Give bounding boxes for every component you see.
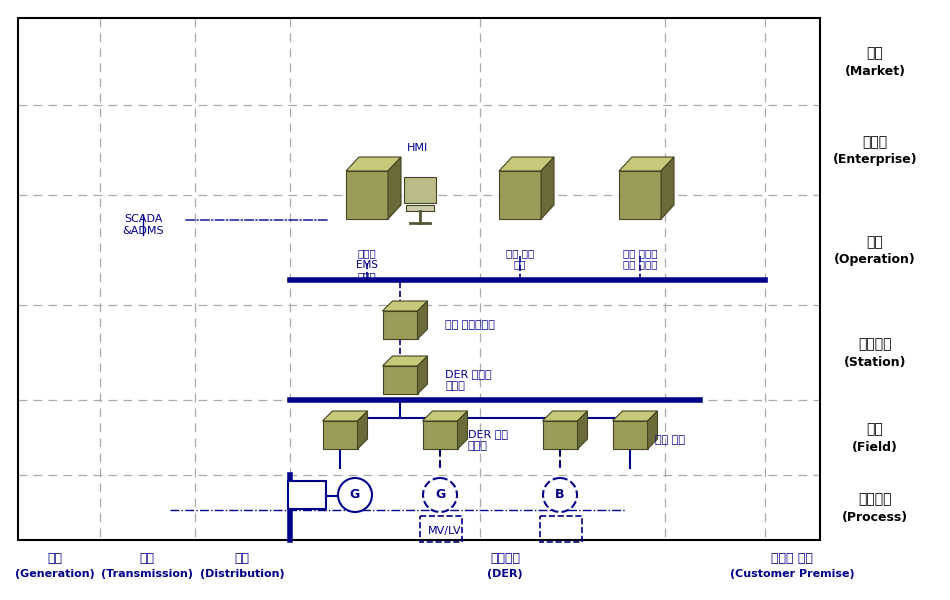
Polygon shape bbox=[417, 301, 428, 339]
Text: DER 유닛
제어기: DER 유닛 제어기 bbox=[468, 429, 508, 451]
Polygon shape bbox=[613, 421, 648, 449]
Bar bbox=[540, 516, 582, 542]
Circle shape bbox=[338, 478, 372, 512]
Text: (Customer Premise): (Customer Premise) bbox=[730, 569, 854, 579]
Text: (Station): (Station) bbox=[844, 356, 906, 369]
Polygon shape bbox=[499, 157, 554, 171]
Text: 사업자: 사업자 bbox=[863, 135, 887, 149]
Polygon shape bbox=[404, 177, 436, 203]
Text: G: G bbox=[435, 488, 446, 502]
Text: 운영: 운영 bbox=[866, 235, 884, 249]
Text: MV/LV: MV/LV bbox=[428, 526, 462, 536]
Text: (Generation): (Generation) bbox=[15, 569, 95, 579]
Text: B: B bbox=[555, 488, 564, 502]
Polygon shape bbox=[383, 311, 417, 339]
Polygon shape bbox=[346, 171, 388, 219]
Text: (Transmission): (Transmission) bbox=[101, 569, 193, 579]
Polygon shape bbox=[541, 157, 554, 219]
Text: (Process): (Process) bbox=[842, 511, 908, 524]
Text: 스테이션: 스테이션 bbox=[858, 337, 892, 352]
Text: (DER): (DER) bbox=[487, 569, 522, 579]
Text: (Market): (Market) bbox=[845, 65, 905, 78]
Bar bbox=[288, 481, 326, 509]
Text: 필드 장치: 필드 장치 bbox=[655, 435, 685, 445]
Polygon shape bbox=[423, 421, 458, 449]
Bar bbox=[18, 18, 820, 540]
Polygon shape bbox=[619, 157, 674, 171]
Polygon shape bbox=[578, 411, 587, 449]
Polygon shape bbox=[417, 356, 428, 394]
Polygon shape bbox=[661, 157, 674, 219]
Polygon shape bbox=[322, 421, 357, 449]
Text: (Operation): (Operation) bbox=[834, 253, 916, 266]
Polygon shape bbox=[499, 171, 541, 219]
Circle shape bbox=[423, 478, 457, 512]
Text: 통신 프론트엔드: 통신 프론트엔드 bbox=[445, 320, 495, 330]
Text: (Enterprise): (Enterprise) bbox=[833, 154, 918, 166]
Text: 상태 감시
장치: 상태 감시 장치 bbox=[505, 248, 534, 269]
Text: G: G bbox=[350, 488, 360, 502]
Text: 필드: 필드 bbox=[866, 422, 884, 437]
Text: 배전: 배전 bbox=[235, 551, 250, 565]
Text: HMI: HMI bbox=[408, 143, 428, 153]
Text: SCADA
&ADMS: SCADA &ADMS bbox=[123, 214, 163, 236]
Text: 현장 작업자
관리 시스템: 현장 작업자 관리 시스템 bbox=[623, 248, 657, 269]
Polygon shape bbox=[542, 421, 578, 449]
Text: DER 발전소
제어기: DER 발전소 제어기 bbox=[445, 369, 492, 391]
Polygon shape bbox=[542, 411, 587, 421]
Polygon shape bbox=[423, 411, 467, 421]
Polygon shape bbox=[383, 366, 417, 394]
Circle shape bbox=[543, 478, 577, 512]
Text: 발전: 발전 bbox=[48, 551, 63, 565]
Text: 송전: 송전 bbox=[140, 551, 155, 565]
Polygon shape bbox=[619, 171, 661, 219]
Polygon shape bbox=[346, 157, 401, 171]
Polygon shape bbox=[357, 411, 368, 449]
Polygon shape bbox=[383, 301, 428, 311]
Bar bbox=[420, 516, 462, 542]
Text: 프로세스: 프로세스 bbox=[858, 493, 892, 506]
Text: (Distribution): (Distribution) bbox=[200, 569, 284, 579]
Polygon shape bbox=[458, 411, 467, 449]
Polygon shape bbox=[383, 356, 428, 366]
Polygon shape bbox=[648, 411, 657, 449]
Text: 분산자원: 분산자원 bbox=[490, 551, 520, 565]
Polygon shape bbox=[406, 205, 434, 211]
Text: 소비자 구내: 소비자 구내 bbox=[771, 551, 813, 565]
Text: 신재생
EMS
사스템: 신재생 EMS 사스템 bbox=[356, 248, 378, 281]
Polygon shape bbox=[388, 157, 401, 219]
Text: 시장: 시장 bbox=[866, 46, 884, 61]
Polygon shape bbox=[322, 411, 368, 421]
Text: (Field): (Field) bbox=[852, 441, 898, 454]
Polygon shape bbox=[613, 411, 657, 421]
